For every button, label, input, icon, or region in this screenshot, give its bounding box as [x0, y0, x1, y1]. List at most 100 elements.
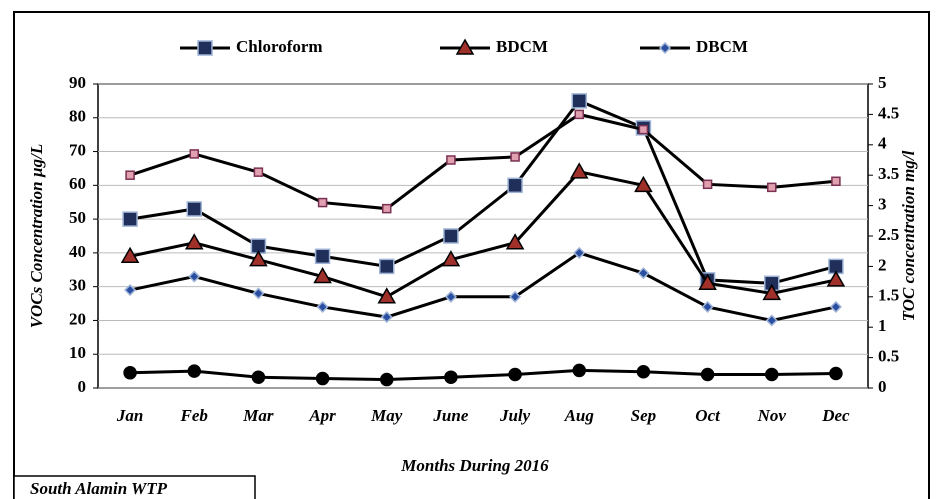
marker: [658, 41, 672, 55]
marker: [253, 167, 264, 177]
marker: [767, 182, 777, 193]
series-line: [129, 170, 837, 299]
marker: [505, 233, 525, 250]
marker: [186, 201, 202, 217]
marker: [189, 149, 199, 159]
x-tick-label: Dec: [821, 406, 850, 425]
marker: [765, 367, 779, 382]
y2-tick-label: 4.5: [878, 103, 899, 122]
marker: [187, 364, 201, 378]
y2-tick-label: 5: [878, 73, 887, 92]
x-tick-label: Feb: [180, 406, 208, 425]
marker: [446, 155, 456, 165]
y-tick-label: 70: [69, 140, 86, 159]
x-tick-label: May: [370, 406, 403, 425]
marker: [188, 270, 201, 283]
x-tick-label: June: [432, 406, 468, 425]
marker: [638, 124, 649, 135]
x-tick-label: July: [499, 406, 531, 425]
marker: [316, 300, 329, 313]
marker: [831, 176, 841, 187]
x-tick-label: Mar: [242, 406, 274, 425]
marker: [455, 38, 475, 55]
marker: [444, 370, 458, 384]
marker: [574, 109, 584, 120]
marker: [120, 246, 140, 264]
marker: [249, 250, 268, 267]
x-tick-label: Sep: [631, 406, 657, 425]
marker: [829, 300, 842, 313]
marker: [317, 197, 328, 208]
annotation-box: [13, 475, 256, 499]
x-tick-label: Aug: [564, 406, 595, 425]
x-tick-label: Oct: [695, 406, 721, 425]
y-tick-label: 40: [69, 242, 86, 261]
marker: [125, 170, 135, 180]
y-tick-label: 80: [69, 107, 86, 126]
marker: [507, 177, 523, 194]
marker: [441, 250, 461, 267]
marker: [702, 179, 713, 190]
marker: [124, 283, 137, 297]
marker: [252, 287, 265, 300]
marker: [826, 270, 846, 287]
marker: [765, 314, 778, 327]
y-tick-label: 30: [69, 276, 86, 295]
x-tick-label: Jan: [116, 406, 143, 425]
marker: [377, 287, 397, 304]
y-tick-label: 90: [69, 73, 86, 92]
series-line: [129, 251, 837, 322]
marker: [509, 290, 522, 303]
marker: [443, 228, 459, 244]
y2-tick-label: 0: [878, 377, 887, 396]
legend-label: Chloroform: [236, 37, 323, 56]
marker: [184, 233, 204, 250]
y2-tick-label: 2: [878, 255, 887, 274]
marker: [829, 366, 843, 381]
y2-tick-label: 2.5: [878, 225, 899, 244]
marker: [380, 372, 394, 387]
y2-tick-label: 1: [878, 316, 887, 335]
marker: [313, 267, 332, 284]
marker: [636, 365, 651, 379]
series-line: [130, 368, 836, 382]
y2-tick-label: 4: [878, 134, 887, 153]
series-line: [129, 99, 837, 285]
marker: [573, 246, 586, 259]
marker: [508, 367, 522, 382]
x-tick-label: Nov: [757, 406, 787, 425]
marker: [572, 363, 586, 378]
marker: [634, 175, 653, 193]
x-tick-label: Apr: [308, 406, 336, 425]
y2-tick-label: 1.5: [878, 286, 899, 305]
y2-axis-title: TOC concentration mg/l: [899, 150, 918, 321]
y-tick-label: 10: [69, 343, 86, 362]
marker: [444, 290, 457, 303]
marker: [122, 211, 138, 227]
marker: [382, 203, 392, 214]
marker: [762, 283, 782, 301]
marker: [637, 267, 650, 280]
y2-tick-label: 3.5: [878, 164, 899, 183]
y-axis-title: VOCs Concentration µg/L: [27, 144, 46, 329]
y-tick-label: 20: [69, 309, 86, 328]
x-axis-title: Months During 2016: [400, 456, 549, 475]
marker: [698, 273, 717, 291]
legend-label: DBCM: [696, 37, 748, 56]
y-tick-label: 0: [78, 377, 87, 396]
y-tick-label: 60: [69, 174, 86, 193]
y-tick-label: 50: [69, 208, 86, 227]
marker: [315, 371, 330, 386]
marker: [123, 366, 137, 380]
marker: [380, 311, 393, 324]
y2-tick-label: 0.5: [878, 347, 899, 366]
marker: [379, 258, 395, 275]
marker: [701, 300, 714, 313]
marker: [510, 152, 520, 162]
marker: [571, 93, 587, 109]
marker: [197, 40, 213, 56]
annotation: South Alamin WTP: [30, 479, 168, 498]
series-line: [129, 112, 837, 211]
marker: [569, 162, 589, 179]
marker: [251, 370, 266, 384]
